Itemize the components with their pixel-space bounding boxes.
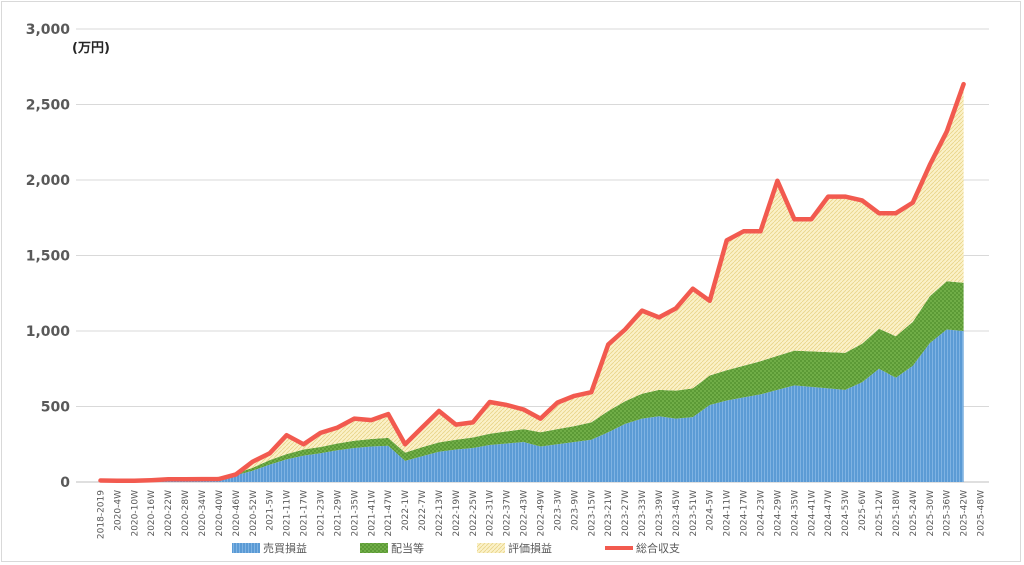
x-tick-label: 2023-9W bbox=[570, 490, 580, 531]
x-tick-label: 2024-41W bbox=[807, 490, 817, 537]
legend-swatch bbox=[360, 543, 388, 553]
x-tick-label: 2021-29W bbox=[333, 490, 343, 537]
x-tick-label: 2025-30W bbox=[926, 490, 936, 537]
x-tick-label: 2024-47W bbox=[824, 490, 834, 537]
x-tick-label: 2023-45W bbox=[672, 490, 682, 537]
legend-swatch bbox=[232, 543, 260, 553]
x-tick-label: 2020-28W bbox=[181, 490, 191, 537]
x-tick-label: 2024-29W bbox=[773, 490, 783, 537]
x-tick-label: 2025-42W bbox=[960, 490, 970, 537]
x-tick-label: 2020-10W bbox=[130, 490, 140, 537]
x-tick-label: 2024-5W bbox=[706, 490, 716, 531]
x-tick-label: 2024-11W bbox=[723, 490, 733, 537]
x-tick-label: 2025-24W bbox=[909, 490, 919, 537]
x-tick-label: 2020-52W bbox=[249, 490, 259, 537]
legend-swatch bbox=[477, 543, 505, 553]
x-tick-label: 2023-15W bbox=[587, 490, 597, 537]
x-tick-label: 2021-41W bbox=[367, 490, 377, 537]
legend-label: 売買損益 bbox=[263, 541, 307, 555]
x-tick-label: 2021-35W bbox=[350, 490, 360, 537]
y-tick-label: 2,000 bbox=[26, 173, 71, 189]
stacked-areas bbox=[100, 84, 964, 482]
x-tick-label: 2020-22W bbox=[164, 490, 174, 537]
x-tick-label: 2025-36W bbox=[943, 490, 953, 537]
y-tick-label: 1,000 bbox=[26, 324, 71, 340]
x-tick-label: 2024-53W bbox=[841, 490, 851, 537]
x-tick-label: 2020-40W bbox=[215, 490, 225, 537]
legend-label: 総合収支 bbox=[636, 541, 680, 555]
x-tick-label: 2022-43W bbox=[520, 490, 530, 537]
y-tick-label: 2,500 bbox=[26, 98, 71, 114]
x-axis: 2018-2019 2020-4W 2020-10W 2020-16W 2020-22W… bbox=[96, 490, 986, 539]
x-tick-label: 2023-21W bbox=[604, 490, 614, 537]
series-area bbox=[100, 84, 964, 481]
legend-item: 売買損益 bbox=[232, 541, 307, 555]
x-tick-label: 2021-23W bbox=[316, 490, 326, 537]
legend-item: 総合収支 bbox=[605, 541, 680, 555]
y-tick-label: 0 bbox=[60, 475, 70, 491]
legend-label: 評価損益 bbox=[508, 541, 552, 555]
legend: 売買損益 配当等 評価損益 総合収支 bbox=[232, 541, 680, 555]
y-tick-label: 3,000 bbox=[26, 22, 71, 38]
series-line bbox=[98, 81, 966, 484]
x-tick-label: 2023-3W bbox=[553, 490, 563, 531]
x-tick-label: 2020-4W bbox=[113, 490, 123, 531]
x-tick-label: 2021-5W bbox=[266, 490, 276, 531]
x-tick-label: 2022-25W bbox=[469, 490, 479, 537]
legend-label: 配当等 bbox=[391, 541, 424, 555]
x-tick-label: 2025-12W bbox=[875, 490, 885, 537]
x-tick-label: 2023-39W bbox=[655, 490, 665, 537]
x-tick-label: 2025-6W bbox=[858, 490, 868, 531]
y-tick-label: 500 bbox=[41, 400, 70, 416]
x-tick-label: 2020-46W bbox=[232, 490, 242, 537]
x-tick-label: 2022-7W bbox=[418, 490, 428, 531]
x-tick-label: 2023-33W bbox=[638, 490, 648, 537]
y-tick-label: 1,500 bbox=[26, 249, 71, 265]
x-tick-label: 2020-16W bbox=[147, 490, 157, 537]
x-tick-label: 2022-13W bbox=[435, 490, 445, 537]
legend-item: 配当等 bbox=[360, 541, 424, 555]
x-tick-label: 2024-23W bbox=[757, 490, 767, 537]
series-area bbox=[100, 329, 964, 482]
x-tick-label: 2022-1W bbox=[401, 490, 411, 531]
x-tick-label: 2023-27W bbox=[621, 490, 631, 537]
y-axis: 0 500 1,000 1,500 2,000 2,500 3,000 bbox=[26, 22, 71, 491]
legend-item: 評価損益 bbox=[477, 541, 552, 555]
x-tick-label: 2022-19W bbox=[452, 490, 462, 537]
x-tick-label: 2021-47W bbox=[384, 490, 394, 537]
x-tick-label: 2018-2019 bbox=[96, 490, 106, 539]
unit-label: (万円) bbox=[72, 41, 110, 56]
total-line bbox=[98, 81, 966, 484]
x-tick-label: 2024-17W bbox=[740, 490, 750, 537]
x-tick-label: 2025-18W bbox=[892, 490, 902, 537]
x-tick-label: 2022-49W bbox=[537, 490, 547, 537]
series-area bbox=[100, 281, 964, 482]
x-tick-label: 2021-11W bbox=[283, 490, 293, 537]
x-tick-label: 2023-51W bbox=[689, 490, 699, 537]
x-tick-label: 2024-35W bbox=[790, 490, 800, 537]
x-tick-label: 2022-37W bbox=[503, 490, 513, 537]
x-tick-label: 2021-17W bbox=[300, 490, 310, 537]
x-tick-label: 2025-48W bbox=[977, 490, 987, 537]
x-tick-label: 2022-31W bbox=[486, 490, 496, 537]
gridlines bbox=[76, 28, 989, 483]
x-tick-label: 2020-34W bbox=[198, 490, 208, 537]
